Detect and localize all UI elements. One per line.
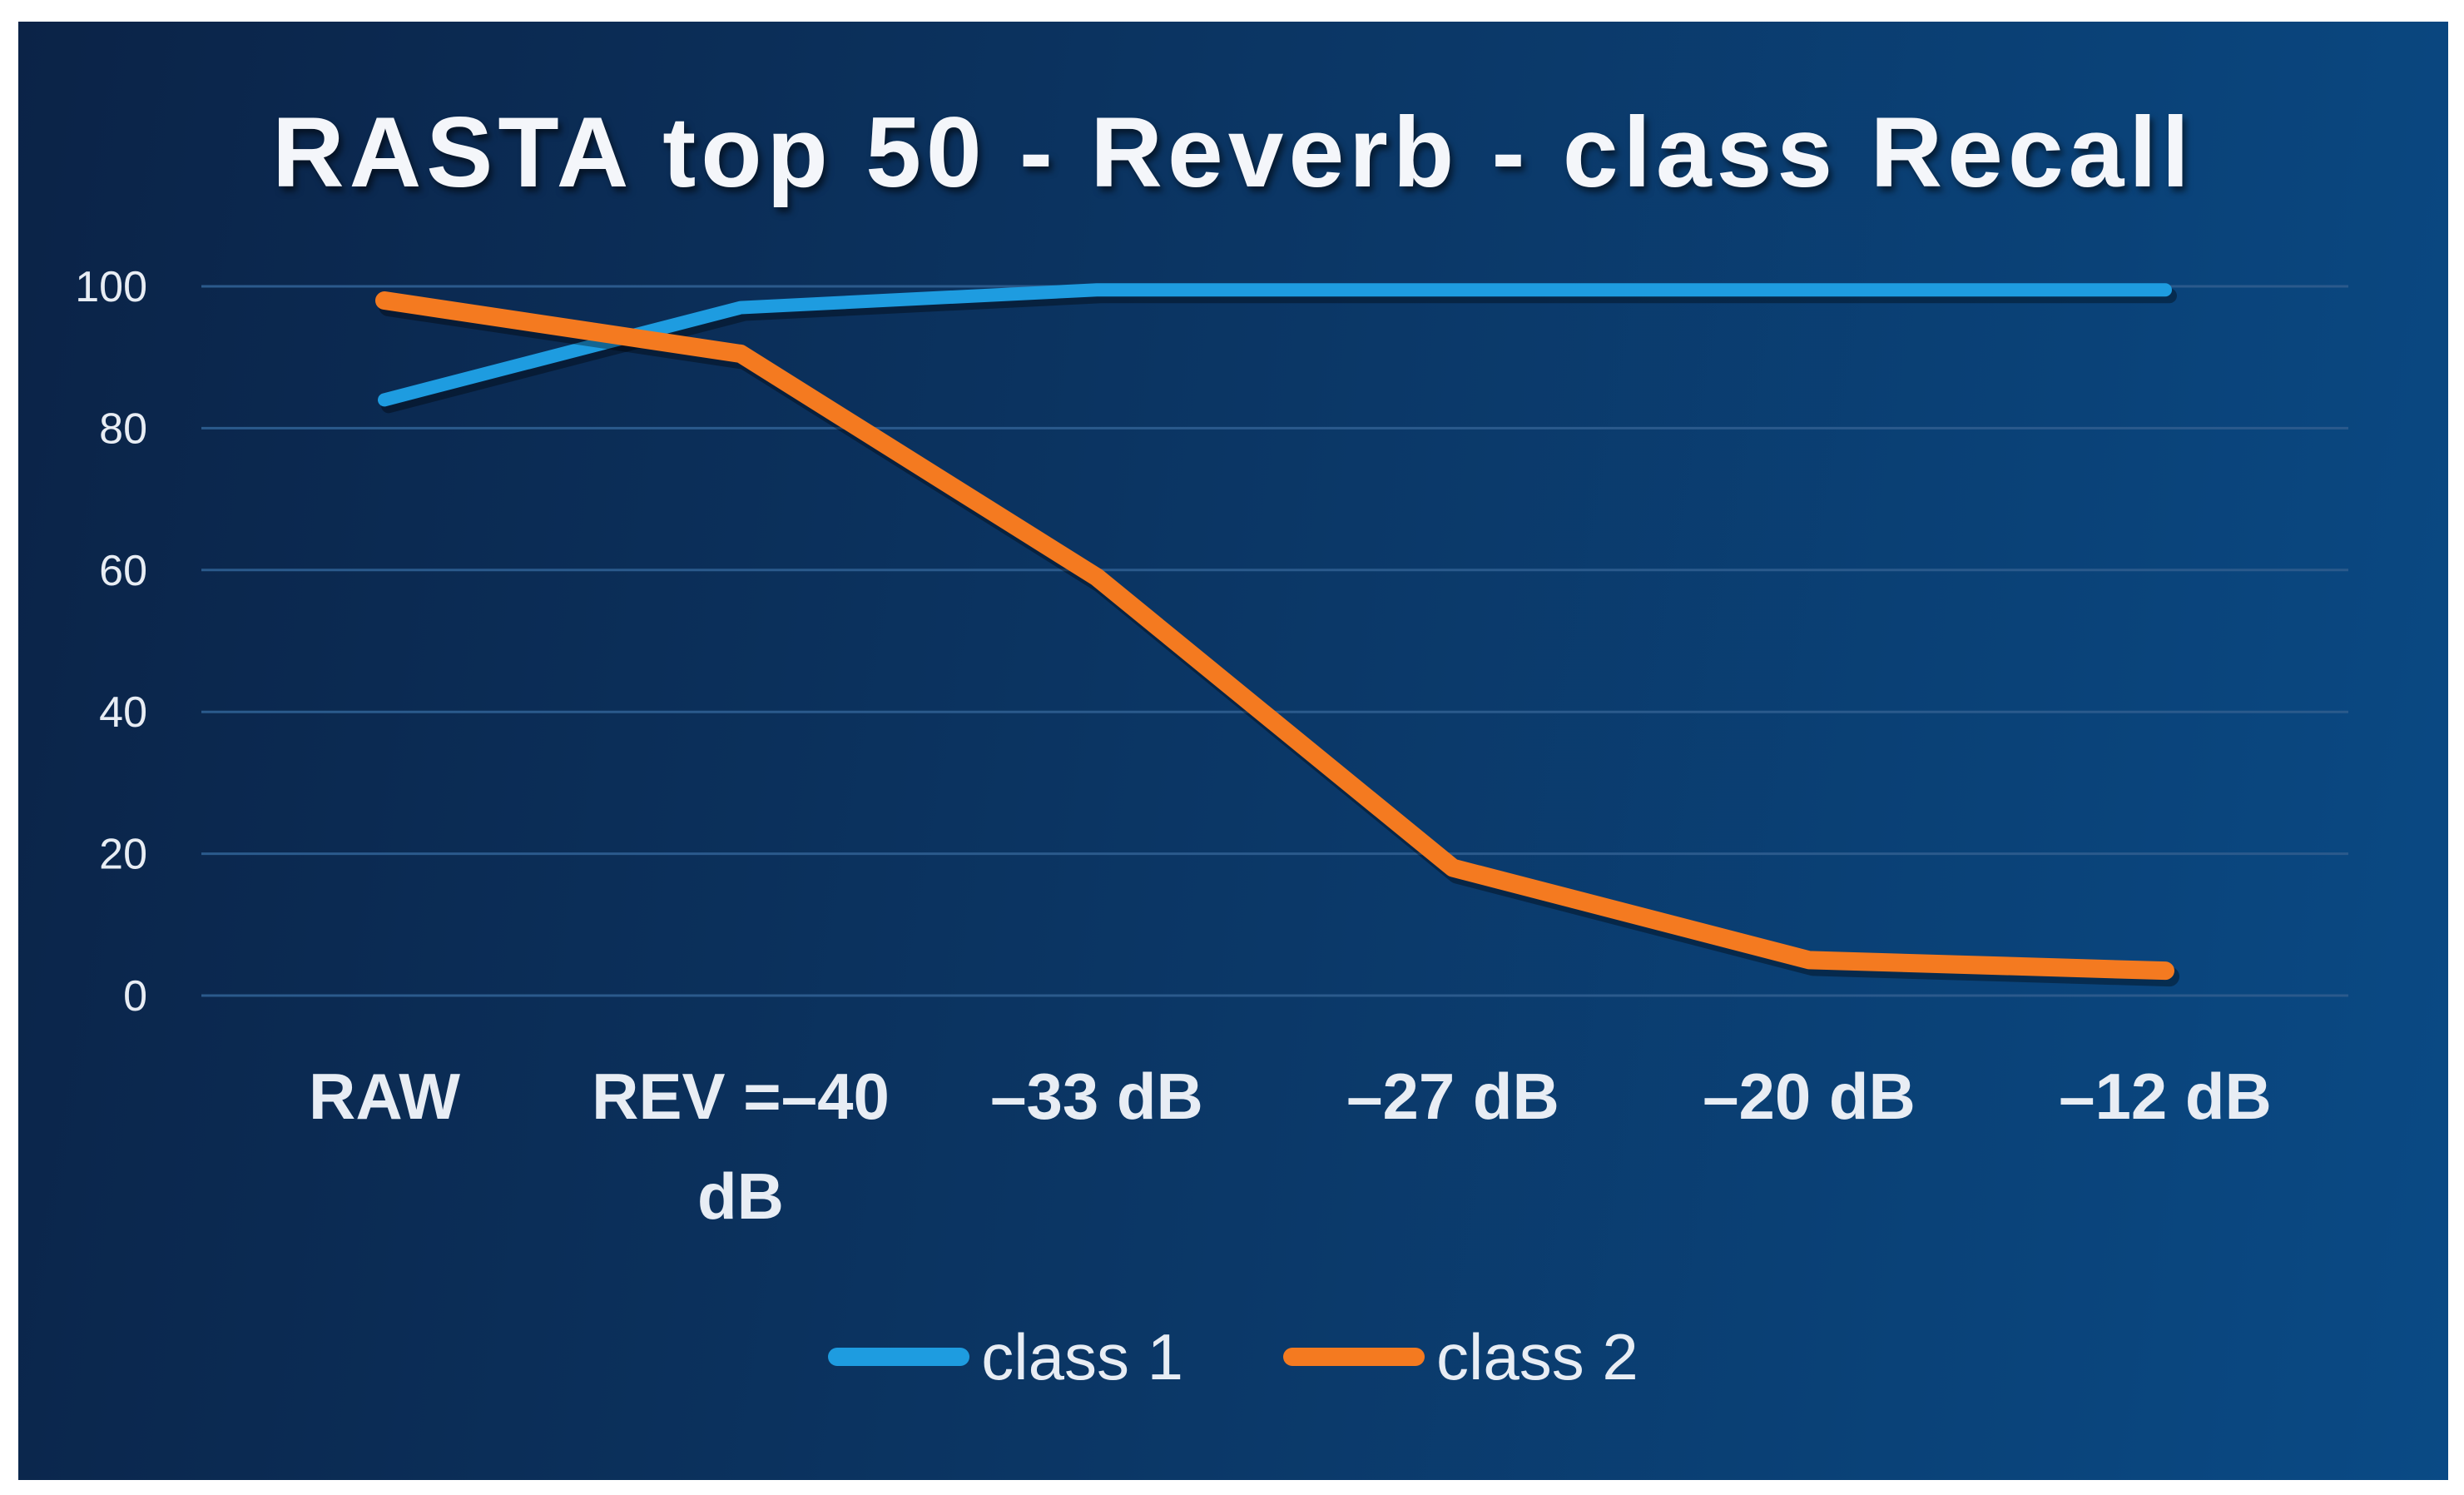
legend-item-class-1: class 1 — [828, 1324, 1183, 1389]
x-axis: RAW REV =–40 dB –33 dB –27 dB –20 dB –12 dB — [309, 1060, 2272, 1233]
series-lines — [375, 283, 2179, 987]
series-line-shadow — [379, 296, 2179, 987]
legend: class 1 class 2 — [18, 1324, 2448, 1389]
legend-item-class-2: class 2 — [1283, 1324, 1639, 1389]
x-tick-label: RAW — [309, 1060, 460, 1133]
legend-label-class-1: class 1 — [981, 1320, 1183, 1393]
x-tick-label: –33 dB — [990, 1060, 1203, 1133]
legend-label-class-2: class 2 — [1436, 1320, 1639, 1393]
series-2 — [375, 291, 2179, 987]
legend-swatch-class-1 — [828, 1348, 970, 1366]
y-tick-label: 0 — [123, 972, 147, 1021]
y-tick-label: 100 — [75, 263, 147, 311]
y-axis: 0 20 40 60 80 100 — [75, 263, 147, 1021]
y-tick-label: 40 — [99, 688, 147, 737]
x-tick-label: –27 dB — [1346, 1060, 1559, 1133]
chart-plot-area: 0 20 40 60 80 100 RAW REV =–40 dB –33 dB –27 dB –2… — [75, 263, 2348, 1233]
grid — [201, 285, 2348, 997]
legend-swatch-class-2 — [1283, 1348, 1425, 1366]
chart-panel: RASTA top 50 - Reverb - class Recall 0 20… — [18, 22, 2448, 1480]
x-tick-label: REV =–40 dB — [592, 1060, 890, 1233]
x-tick-label: –12 dB — [2059, 1060, 2272, 1133]
y-tick-label: 20 — [99, 831, 147, 879]
series-line-class-2 — [375, 291, 2174, 981]
series-line-class-1 — [378, 283, 2172, 407]
series-1 — [378, 283, 2177, 414]
chart-title: RASTA top 50 - Reverb - class Recall — [271, 97, 2195, 208]
x-tick-label: –20 dB — [1703, 1060, 1916, 1133]
y-tick-label: 80 — [99, 405, 147, 453]
y-tick-label: 60 — [99, 547, 147, 595]
